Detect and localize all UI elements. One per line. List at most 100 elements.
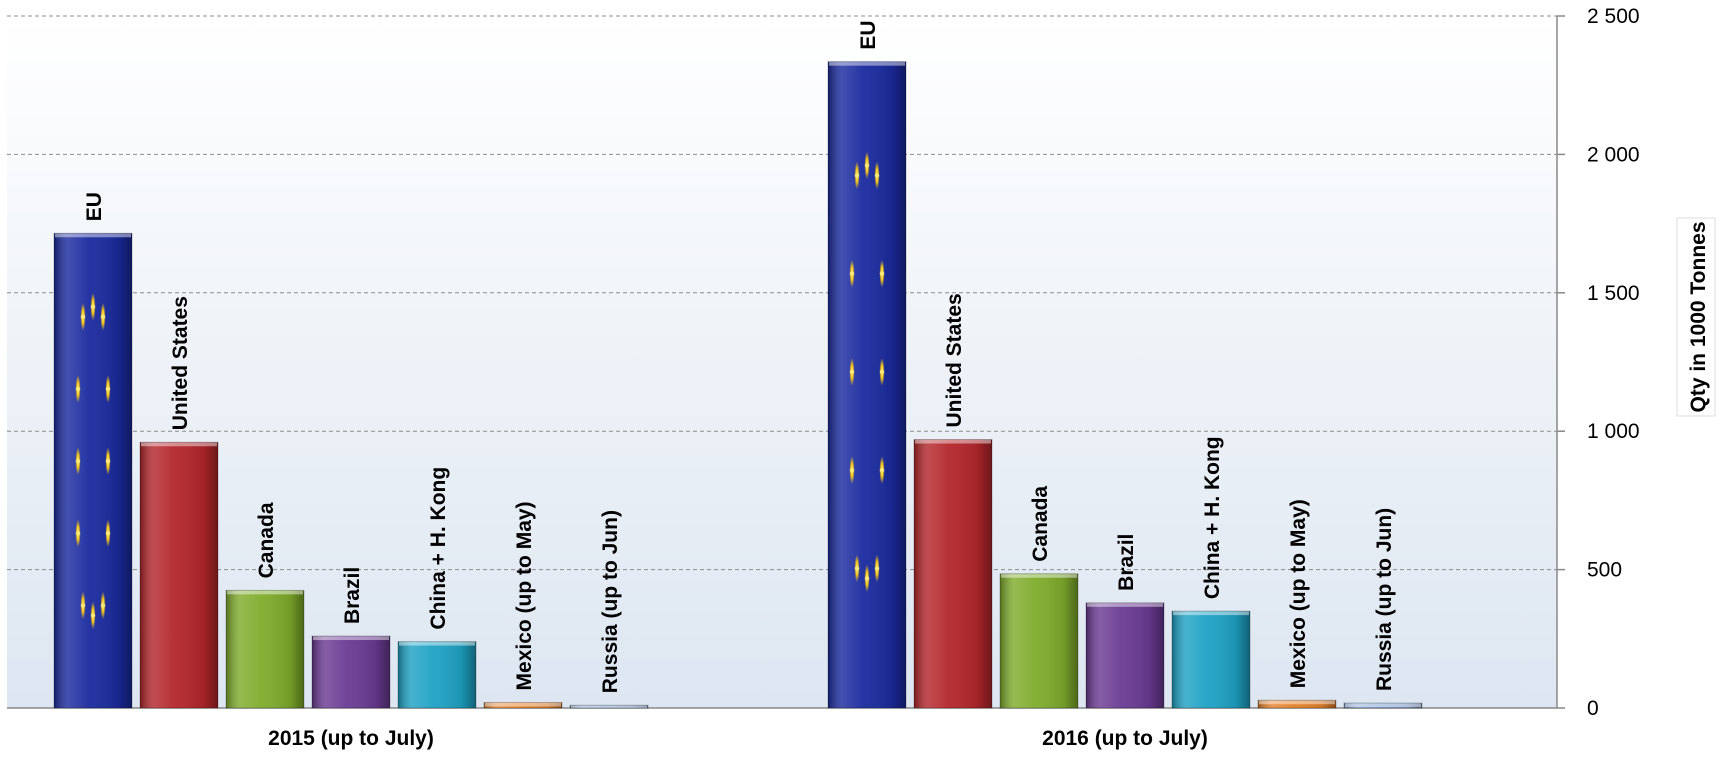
bar-label: EU	[83, 192, 106, 221]
eu-star-mark	[879, 271, 885, 276]
y-tick-label: 1 000	[1587, 420, 1640, 443]
bar-top-highlight	[1259, 700, 1335, 705]
eu-star-mark	[864, 576, 870, 581]
bar-russia-up-to-jun-2	[1343, 702, 1423, 709]
bar-shading	[398, 641, 476, 708]
bar-shading	[226, 590, 304, 708]
bar-outline	[999, 573, 1079, 709]
bar-label: United States	[169, 296, 192, 430]
bar-label: Russia (up to Jun)	[599, 510, 622, 693]
bar-shading	[1086, 602, 1164, 708]
bar-top-highlight	[1173, 611, 1249, 616]
eu-star-mark	[874, 566, 880, 571]
bar-outline	[827, 61, 907, 709]
bar-brazil-1	[311, 635, 391, 709]
eu-star-mark	[105, 458, 111, 464]
bar-mexico-up-to-may-2	[1257, 699, 1337, 709]
bar-shading	[1172, 611, 1250, 708]
bar-china-h-kong-1	[397, 641, 477, 709]
eu-star-mark	[75, 386, 81, 392]
eu-star-mark	[100, 314, 106, 320]
eu-star-mark	[90, 304, 96, 310]
bar-label: China + H. Kong	[427, 467, 450, 630]
bar-top-highlight	[313, 636, 389, 641]
bar-outline	[1343, 702, 1423, 709]
bar-top-highlight	[1001, 573, 1077, 578]
bar-label: Brazil	[1115, 534, 1138, 591]
eu-star-mark	[90, 613, 96, 618]
eu-star-mark	[864, 163, 870, 168]
y-axis-label: Qty in 1000 Tonnes	[1687, 222, 1710, 413]
bar-united-states-1	[139, 441, 219, 709]
bar-outline	[53, 232, 133, 709]
bar-shading	[1344, 703, 1422, 708]
bar-top-highlight	[485, 702, 561, 707]
eu-star-mark	[80, 603, 86, 608]
eu-star-mark	[100, 603, 106, 608]
bar-eu-1	[53, 232, 133, 709]
bar-outline	[913, 439, 993, 709]
bar-labels-layer: EU United States Canada Brazil China + H. Ko…	[83, 20, 1396, 693]
bar-outline	[483, 701, 563, 709]
bar-top-highlight	[55, 233, 131, 238]
bar-label: Mexico (up to May)	[513, 501, 536, 690]
y-tick-label: 0	[1587, 697, 1599, 720]
eu-star-mark	[879, 467, 885, 473]
bar-shading	[140, 442, 218, 708]
eu-star-mark	[80, 314, 86, 320]
eu-star-mark	[105, 386, 111, 392]
bar-shading	[1258, 700, 1336, 708]
bar-label: China + H. Kong	[1201, 436, 1224, 599]
bar-top-highlight	[829, 61, 905, 66]
bar-label: EU	[857, 20, 880, 49]
bar-eu-2	[827, 61, 907, 709]
bar-outline	[1085, 602, 1165, 709]
bar-top-highlight	[1345, 703, 1421, 708]
bar-top-highlight	[141, 442, 217, 447]
bar-china-h-kong-2	[1171, 610, 1251, 709]
y-tick-label: 2 000	[1587, 143, 1640, 166]
bar-canada-2	[999, 573, 1079, 709]
bar-outline	[225, 589, 305, 709]
bar-brazil-2	[1085, 602, 1165, 709]
bars-layer	[53, 61, 1423, 709]
y-tick-layer: 0 500 1 000 1 500 2 000 2 500	[1557, 5, 1640, 720]
bar-outline	[139, 441, 219, 709]
eu-star-mark	[849, 467, 855, 473]
x-group-label: 2015 (up to July)	[268, 727, 434, 750]
eu-star-mark	[874, 173, 880, 178]
eu-star-mark	[105, 531, 111, 536]
bar-label: United States	[943, 293, 966, 427]
bar-outline	[1171, 610, 1251, 709]
bar-outline	[311, 635, 391, 709]
bar-label: Canada	[1029, 486, 1052, 562]
eu-star-mark	[879, 369, 885, 375]
y-tick-label: 500	[1587, 559, 1622, 582]
eu-star-mark	[849, 369, 855, 375]
bar-shading	[914, 439, 992, 708]
bar-label: Canada	[255, 502, 278, 578]
y-axis-label-box: Qty in 1000 Tonnes	[1676, 217, 1716, 417]
y-tick-label: 1 500	[1587, 282, 1640, 305]
bar-outline	[397, 641, 477, 709]
bar-outline	[1257, 699, 1337, 709]
bar-top-highlight	[227, 590, 303, 595]
y-tick-label: 2 500	[1587, 5, 1640, 28]
grid-layer	[7, 15, 1557, 571]
bar-shading	[570, 705, 648, 708]
bar-shading	[312, 636, 390, 708]
bar-top-highlight	[571, 705, 647, 708]
bar-shading	[484, 702, 562, 708]
eu-star-mark	[75, 531, 81, 536]
bar-label: Mexico (up to May)	[1287, 499, 1310, 688]
bar-canada-1	[225, 589, 305, 709]
bar-mexico-up-to-may-1	[483, 701, 563, 709]
bar-top-highlight	[399, 641, 475, 646]
eu-star-mark	[854, 173, 860, 178]
eu-star-mark	[75, 458, 81, 464]
eu-star-mark	[849, 271, 855, 276]
bar-outline	[569, 704, 649, 709]
bar-russia-up-to-jun-1	[569, 704, 649, 709]
